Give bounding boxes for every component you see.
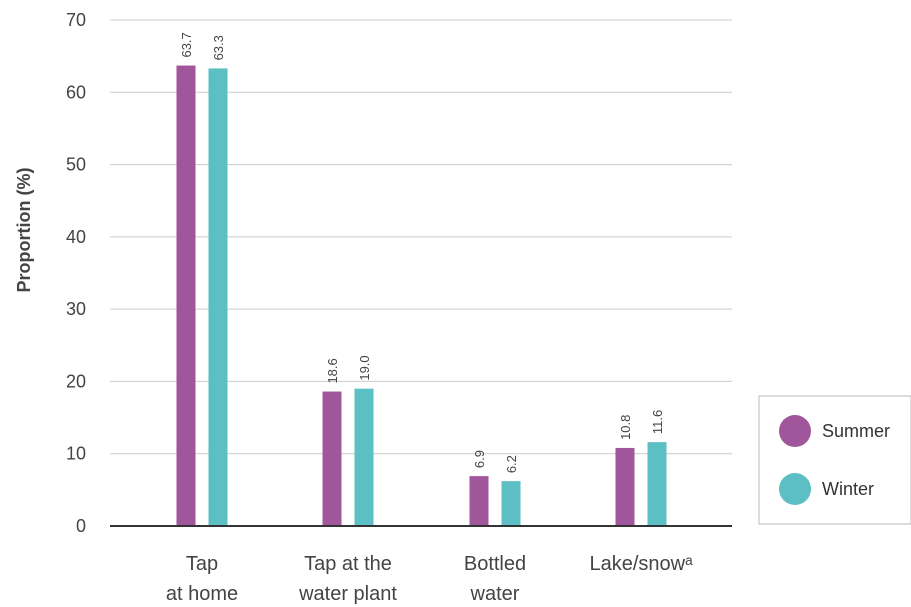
legend-label-summer: Summer (822, 421, 890, 441)
data-labels: 63.7 18.6 6.9 10.8 63.3 19.0 6.2 11.6 (179, 32, 665, 473)
bar-winter (208, 68, 228, 526)
data-label: 6.2 (504, 455, 519, 473)
data-label: 18.6 (325, 358, 340, 383)
data-label: 6.9 (472, 450, 487, 468)
legend: Summer Winter (758, 395, 911, 525)
bar-summer (322, 391, 342, 526)
x-category-label: Tap at the (304, 553, 392, 575)
y-tick-label: 30 (66, 299, 86, 319)
x-category-label: Bottled (464, 553, 526, 575)
bar-summer (469, 476, 489, 526)
x-category-label: water (470, 583, 520, 605)
y-tick-label: 10 (66, 444, 86, 464)
data-label: 19.0 (357, 355, 372, 380)
y-axis-label: Proportion (%) (14, 168, 34, 293)
legend-label-winter: Winter (822, 479, 874, 499)
y-tick-label: 20 (66, 371, 86, 391)
bar-winter (647, 442, 667, 526)
y-tick-label: 50 (66, 155, 86, 175)
data-label: 11.6 (650, 410, 665, 434)
x-axis-categories: Tap at home Tap at the water plant Bottled wa… (166, 553, 693, 605)
legend-swatch-winter (779, 473, 811, 505)
bar-summer (176, 65, 196, 526)
data-label: 10.8 (618, 415, 633, 440)
y-axis-ticks: 0 10 20 30 40 50 60 70 (66, 10, 86, 536)
x-category-label: at home (166, 583, 238, 605)
bar-winter (501, 481, 521, 526)
legend-swatch-summer (779, 415, 811, 447)
y-tick-label: 0 (76, 516, 86, 536)
y-tick-label: 40 (66, 227, 86, 247)
data-label: 63.7 (179, 32, 194, 57)
gridlines (110, 19, 732, 455)
y-tick-label: 70 (66, 10, 86, 30)
x-category-label: Lake/snowᵃ (589, 553, 693, 575)
x-category-label: water plant (298, 583, 397, 605)
x-category-label: Tap (186, 553, 218, 575)
data-label: 63.3 (211, 35, 226, 60)
bar-summer (615, 447, 635, 526)
y-tick-label: 60 (66, 82, 86, 102)
bar-winter (354, 388, 374, 526)
legend-box (758, 395, 911, 525)
bars (176, 65, 667, 526)
